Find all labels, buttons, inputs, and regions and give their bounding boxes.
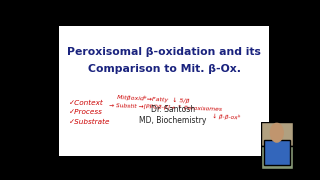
- FancyBboxPatch shape: [264, 140, 290, 165]
- FancyBboxPatch shape: [59, 26, 269, 156]
- Text: ✓Context: ✓Context: [68, 100, 103, 106]
- Text: Peroxisomal β-oxidation and its: Peroxisomal β-oxidation and its: [67, 47, 261, 57]
- Text: → Substit →[PPOβ-β]→ ↑ Peroxisomes: → Substit →[PPOβ-β]→ ↑ Peroxisomes: [109, 102, 222, 111]
- FancyBboxPatch shape: [261, 122, 293, 146]
- Text: ↓ β-β-oxᵇ: ↓ β-β-oxᵇ: [212, 113, 241, 120]
- Text: ✓Process: ✓Process: [68, 109, 102, 115]
- Text: Comparison to Mit. β-Ox.: Comparison to Mit. β-Ox.: [87, 64, 241, 74]
- Text: Mitβoxidᵇ→Fatty  ↓ 5/β: Mitβoxidᵇ→Fatty ↓ 5/β: [117, 94, 189, 104]
- Text: MD, Biochemistry: MD, Biochemistry: [139, 116, 206, 125]
- Circle shape: [270, 123, 283, 142]
- FancyBboxPatch shape: [261, 146, 293, 169]
- Text: Dr. Santosh: Dr. Santosh: [151, 105, 195, 114]
- Text: ✓Substrate: ✓Substrate: [68, 119, 110, 125]
